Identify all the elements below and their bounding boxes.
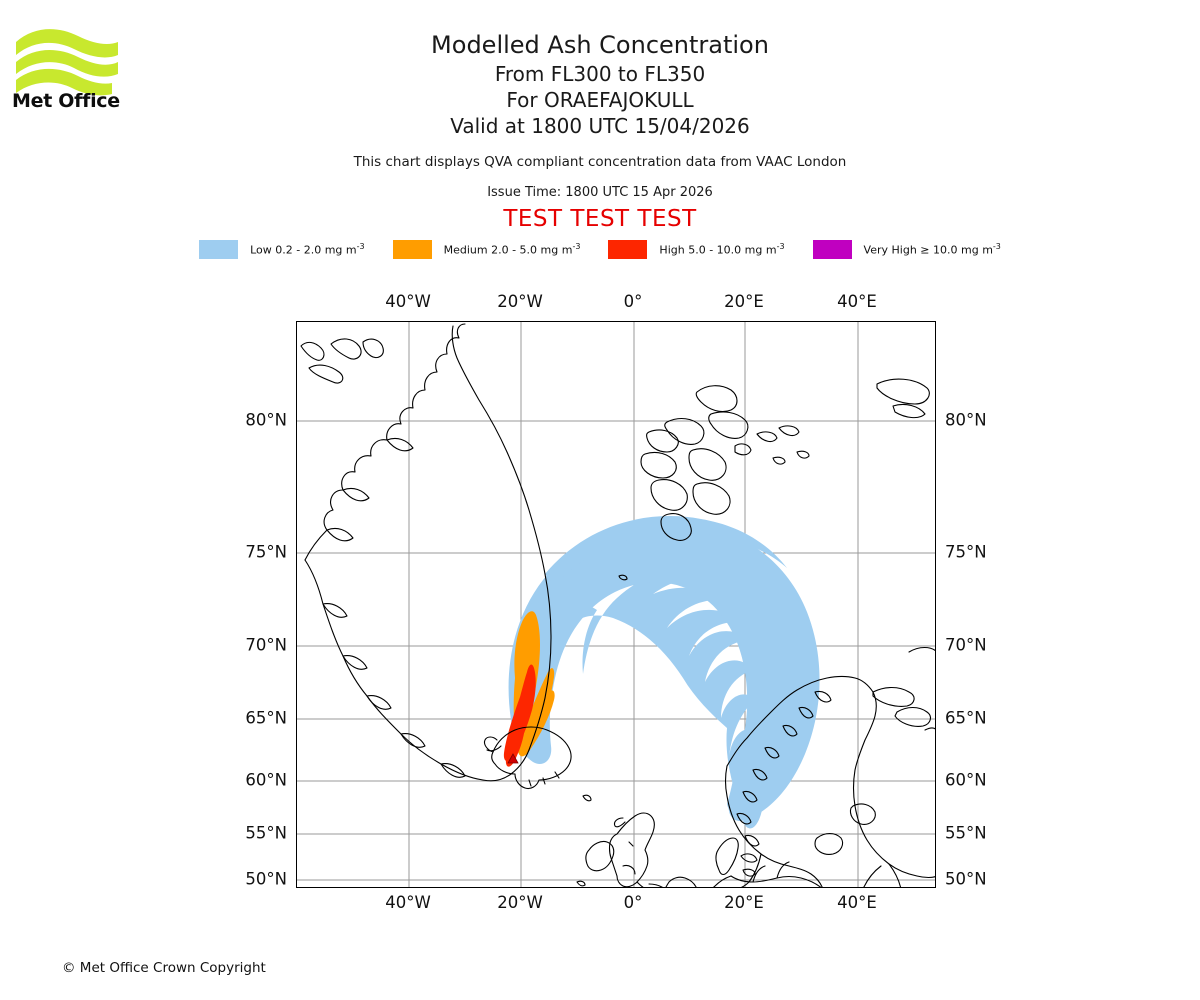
lat-tick-right-6: 50°N bbox=[945, 869, 987, 889]
legend-swatch-low bbox=[199, 240, 239, 259]
title-block: Modelled Ash Concentration From FL300 to… bbox=[0, 0, 1200, 233]
logo-waves-icon bbox=[16, 29, 118, 96]
coastlines bbox=[300, 323, 935, 887]
legend-label-very-high: Very High ≥ 10.0 mg m-3 bbox=[863, 242, 1001, 257]
test-banner: TEST TEST TEST bbox=[503, 206, 697, 232]
lat-tick-left-2: 70°N bbox=[245, 635, 287, 655]
lon-tick-bottom-3: 20°E bbox=[724, 893, 764, 912]
met-office-logo bbox=[12, 22, 132, 112]
lat-tick-right-2: 70°N bbox=[945, 635, 987, 655]
lat-tick-right-4: 60°N bbox=[945, 770, 987, 790]
lat-tick-left-6: 50°N bbox=[245, 869, 287, 889]
legend-item-high: High 5.0 - 10.0 mg m-3 bbox=[608, 240, 785, 259]
legend-label-high: High 5.0 - 10.0 mg m-3 bbox=[659, 242, 785, 257]
lon-tick-top-1: 20°W bbox=[497, 292, 543, 311]
lon-tick-top-0: 40°W bbox=[385, 292, 431, 311]
legend-swatch-very-high bbox=[812, 240, 852, 259]
lat-tick-left-0: 80°N bbox=[245, 410, 287, 430]
page-title: Modelled Ash Concentration bbox=[431, 31, 769, 59]
lat-tick-right-1: 75°N bbox=[945, 542, 987, 562]
graticule bbox=[297, 322, 935, 887]
lon-tick-bottom-2: 0° bbox=[623, 893, 643, 912]
lat-tick-right-5: 55°N bbox=[945, 823, 987, 843]
lat-tick-left-4: 60°N bbox=[245, 770, 287, 790]
flight-level-line: From FL300 to FL350 bbox=[494, 62, 706, 86]
ash-plume-high bbox=[503, 664, 536, 767]
map-canvas bbox=[297, 322, 935, 887]
copyright-notice: © Met Office Crown Copyright bbox=[62, 960, 266, 976]
legend-item-medium: Medium 2.0 - 5.0 mg m-3 bbox=[392, 240, 581, 259]
lon-tick-top-3: 20°E bbox=[724, 292, 764, 311]
lon-tick-bottom-0: 40°W bbox=[385, 893, 431, 912]
lat-tick-left-3: 65°N bbox=[245, 708, 287, 728]
volcano-marker-icon bbox=[507, 753, 519, 764]
compliance-note: This chart displays QVA compliant concen… bbox=[353, 154, 847, 170]
issue-time: Issue Time: 1800 UTC 15 Apr 2026 bbox=[487, 185, 713, 200]
lat-tick-left-5: 55°N bbox=[245, 823, 287, 843]
legend-item-very-high: Very High ≥ 10.0 mg m-3 bbox=[812, 240, 1001, 259]
legend-label-medium: Medium 2.0 - 5.0 mg m-3 bbox=[443, 242, 581, 257]
concentration-legend: Low 0.2 - 2.0 mg m-3 Medium 2.0 - 5.0 mg… bbox=[0, 240, 1200, 259]
volcano-name-line: For ORAEFAJOKULL bbox=[506, 88, 694, 112]
legend-label-low: Low 0.2 - 2.0 mg m-3 bbox=[250, 242, 365, 257]
logo-text: Met Office bbox=[12, 90, 120, 112]
lon-tick-bottom-4: 40°E bbox=[837, 893, 877, 912]
lat-tick-right-3: 65°N bbox=[945, 708, 987, 728]
legend-swatch-medium bbox=[392, 240, 432, 259]
lon-tick-top-4: 40°E bbox=[837, 292, 877, 311]
legend-item-low: Low 0.2 - 2.0 mg m-3 bbox=[199, 240, 365, 259]
ash-concentration-map[interactable] bbox=[296, 321, 936, 888]
valid-time-line: Valid at 1800 UTC 15/04/2026 bbox=[450, 114, 750, 138]
lon-tick-top-2: 0° bbox=[623, 292, 643, 311]
ash-plume-low bbox=[508, 516, 820, 829]
map-frame bbox=[296, 321, 936, 888]
legend-swatch-high bbox=[608, 240, 648, 259]
lat-tick-left-1: 75°N bbox=[245, 542, 287, 562]
lon-tick-bottom-1: 20°W bbox=[497, 893, 543, 912]
lat-tick-right-0: 80°N bbox=[945, 410, 987, 430]
